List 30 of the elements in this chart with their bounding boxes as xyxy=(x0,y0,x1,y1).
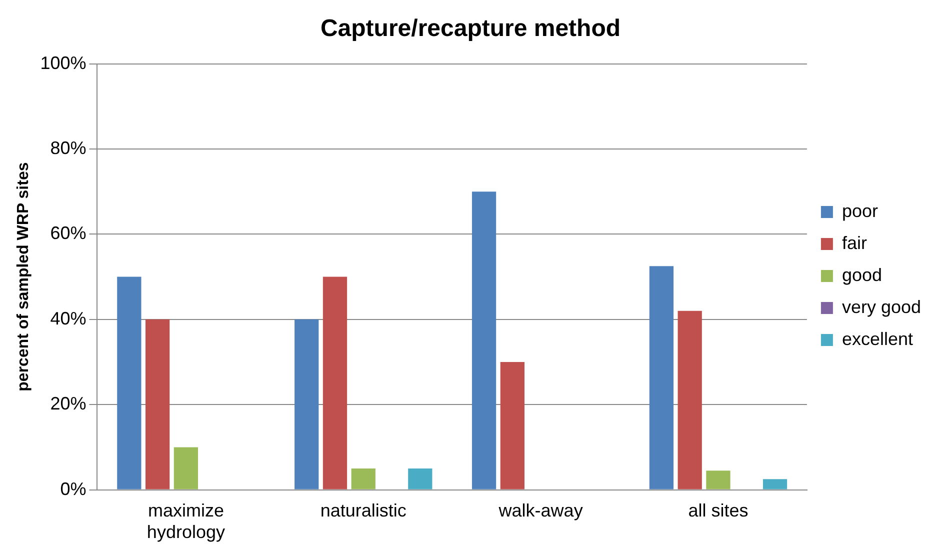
x-tick-label: maximize hydrology xyxy=(146,500,225,542)
bar xyxy=(472,192,496,490)
y-tick-label: 40% xyxy=(50,308,86,328)
bar xyxy=(649,266,674,490)
bar xyxy=(351,468,376,490)
x-tick-label: walk-away xyxy=(498,500,583,521)
bar xyxy=(146,319,170,490)
bar xyxy=(322,276,348,490)
y-tick-label: 100% xyxy=(40,52,86,73)
bar xyxy=(174,447,198,490)
bar xyxy=(500,362,524,490)
legend-label: good xyxy=(842,264,882,285)
bar xyxy=(678,310,702,490)
y-tick-label: 20% xyxy=(50,394,86,414)
legend-label: excellent xyxy=(842,328,913,349)
legend-label: poor xyxy=(842,200,878,221)
y-tick-label: 60% xyxy=(50,223,86,244)
bar xyxy=(117,276,142,490)
x-tick-label: all sites xyxy=(688,500,748,521)
y-tick-label: 80% xyxy=(50,138,86,158)
bar xyxy=(408,468,432,490)
bar xyxy=(706,470,730,490)
y-axis-title: percent of sampled WRP sites xyxy=(15,162,32,392)
x-tick-label: naturalistic xyxy=(320,500,406,521)
y-tick-label: 0% xyxy=(60,478,86,499)
legend-label: very good xyxy=(842,296,922,317)
legend-label: fair xyxy=(842,232,867,253)
bar xyxy=(294,319,319,490)
chart-title: Capture/recapture method xyxy=(320,15,621,42)
bar xyxy=(762,479,788,490)
